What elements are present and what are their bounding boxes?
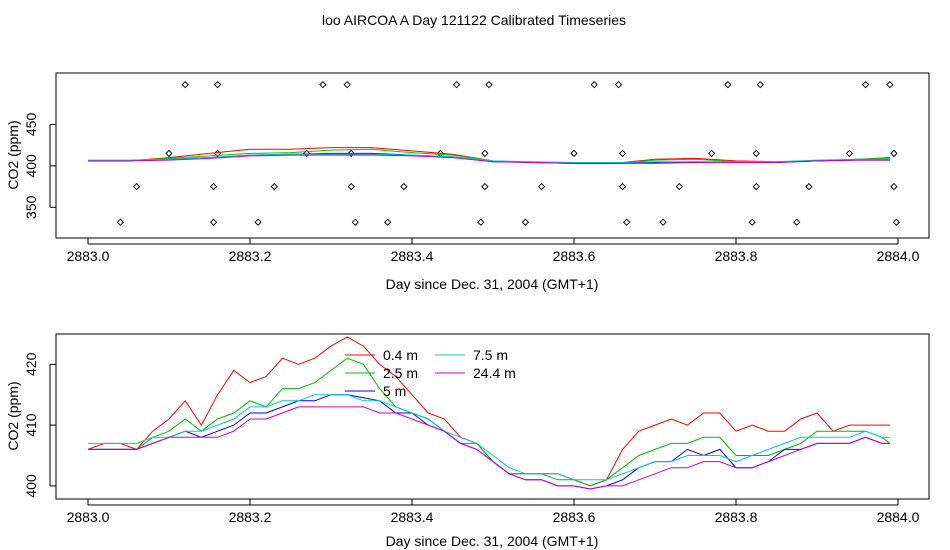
bottom-plot-frame [55,333,930,500]
top-y-axis-label: CO2 (ppm) [5,120,21,189]
marker-point [213,81,222,89]
marker-point [384,218,392,226]
marker-point [347,182,355,191]
x-tick-label: 2883.2 [229,509,272,525]
marker-point [209,182,218,191]
marker-point [890,182,898,191]
marker-point [659,218,667,226]
marker-point [303,149,311,158]
legend-label: 0.4 m [383,347,418,363]
x-tick-label: 2883.8 [715,248,758,264]
marker-point [793,218,801,226]
y-tick-label: 350 [23,195,39,219]
figure-title: loo AIRCOA A Day 121122 Calibrated Times… [322,12,626,28]
marker-point [845,149,854,158]
y-tick-label: 450 [23,113,39,137]
x-tick-label: 2883.4 [391,248,434,264]
marker-point [724,81,732,89]
marker-point [805,182,813,191]
marker-point [347,149,355,158]
legend-label: 7.5 m [473,347,508,363]
bottom-x-axis-label: Day since Dec. 31, 2004 (GMT+1) [386,533,599,549]
legend-label: 2.5 m [383,365,418,381]
marker-point [570,149,578,158]
top-x-axis-label: Day since Dec. 31, 2004 (GMT+1) [386,276,599,292]
x-tick-label: 2883.0 [67,248,110,264]
marker-point [485,81,493,89]
marker-point [452,81,461,89]
top-plot-frame [55,72,930,239]
marker-point [618,149,627,158]
y-tick-label: 410 [23,413,39,437]
marker-point [209,218,218,226]
marker-point [477,218,485,226]
series-line-5-m [88,394,890,490]
marker-point [752,149,760,158]
marker-point [708,149,716,158]
series-line-3 [88,153,890,163]
x-tick-label: 2883.6 [553,509,596,525]
x-tick-label: 2884.0 [877,248,920,264]
bottom-plot-lines [87,336,891,490]
marker-point [319,81,327,89]
marker-point [618,182,627,191]
marker-point [116,218,125,226]
x-tick-label: 2884.0 [877,509,920,525]
top-y-axis: 350 400 450 [23,113,56,219]
marker-point [343,81,351,89]
marker-point [254,218,262,226]
x-tick-label: 2883.2 [229,248,272,264]
series-line-4 [88,154,890,164]
x-tick-label: 2883.8 [715,509,758,525]
marker-point [675,182,683,191]
marker-point [165,149,173,158]
marker-point [756,81,764,89]
marker-point [270,182,278,191]
y-tick-label: 420 [23,352,39,376]
marker-point [400,182,408,191]
marker-point [521,218,530,226]
marker-point [892,218,901,226]
marker-point [590,81,598,89]
y-tick-label: 400 [23,154,39,178]
top-x-axis: 2883.0 2883.2 2883.4 2883.6 2883.8 2884.0 [67,238,920,264]
marker-point [623,218,631,226]
marker-point [614,81,623,89]
marker-point [752,182,760,191]
y-tick-label: 400 [23,474,39,498]
marker-point [481,182,489,191]
marker-point [351,218,359,226]
marker-point [886,81,894,89]
top-panel: 2883.0 2883.2 2883.4 2883.6 2883.8 2884.0 350… [5,72,930,292]
legend-label: 24.4 m [473,365,516,381]
x-tick-label: 2883.4 [391,509,434,525]
bottom-x-axis: 2883.0 2883.2 2883.4 2883.6 2883.8 2884.0 [67,499,920,525]
series-line-24-4-m [88,406,890,490]
x-tick-label: 2883.6 [553,248,596,264]
marker-point [861,81,870,89]
marker-point [890,149,898,158]
bottom-y-axis-label: CO2 (ppm) [5,381,21,450]
marker-point [481,149,489,158]
marker-point [748,218,756,226]
marker-point [537,182,546,191]
marker-point [132,182,141,191]
marker-point [181,81,189,89]
legend: 0.4 m 2.5 m 5 m 7.5 m 24.4 m [345,347,516,399]
bottom-y-axis: 400 410 420 [23,352,56,498]
legend-label: 5 m [383,383,406,399]
x-tick-label: 2883.0 [67,509,110,525]
bottom-panel: 2883.0 2883.2 2883.4 2883.6 2883.8 2884.0 400… [5,333,930,549]
series-line-7-5-m [88,394,890,481]
top-plot-marks [88,81,901,226]
